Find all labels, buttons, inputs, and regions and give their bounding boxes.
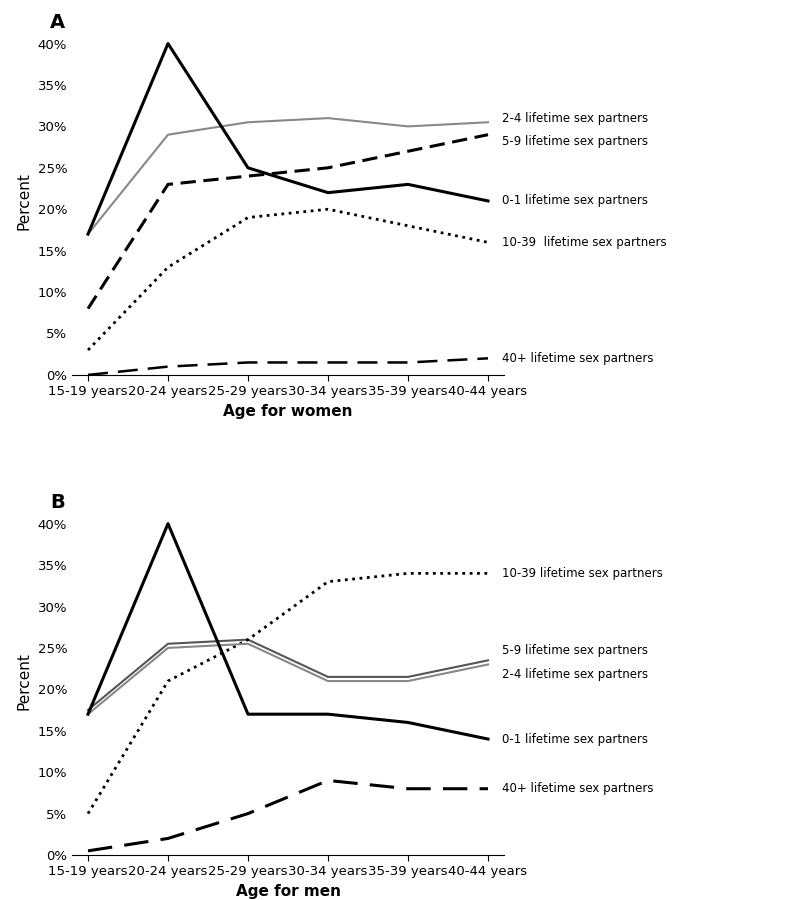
Y-axis label: Percent: Percent	[17, 652, 32, 710]
X-axis label: Age for women: Age for women	[223, 404, 353, 419]
Text: 10-39  lifetime sex partners: 10-39 lifetime sex partners	[502, 236, 667, 249]
Text: 40+ lifetime sex partners: 40+ lifetime sex partners	[502, 352, 654, 365]
Text: 0-1 lifetime sex partners: 0-1 lifetime sex partners	[502, 733, 648, 745]
Text: A: A	[50, 14, 66, 32]
Text: 5-9 lifetime sex partners: 5-9 lifetime sex partners	[502, 644, 648, 657]
Text: 10-39 lifetime sex partners: 10-39 lifetime sex partners	[502, 567, 663, 580]
Text: B: B	[50, 493, 65, 512]
Text: 40+ lifetime sex partners: 40+ lifetime sex partners	[502, 782, 654, 796]
Text: 2-4 lifetime sex partners: 2-4 lifetime sex partners	[502, 668, 649, 681]
Text: 0-1 lifetime sex partners: 0-1 lifetime sex partners	[502, 194, 648, 207]
Text: 5-9 lifetime sex partners: 5-9 lifetime sex partners	[502, 135, 648, 148]
Y-axis label: Percent: Percent	[17, 172, 32, 230]
Text: 2-4 lifetime sex partners: 2-4 lifetime sex partners	[502, 112, 649, 124]
X-axis label: Age for men: Age for men	[235, 884, 341, 899]
